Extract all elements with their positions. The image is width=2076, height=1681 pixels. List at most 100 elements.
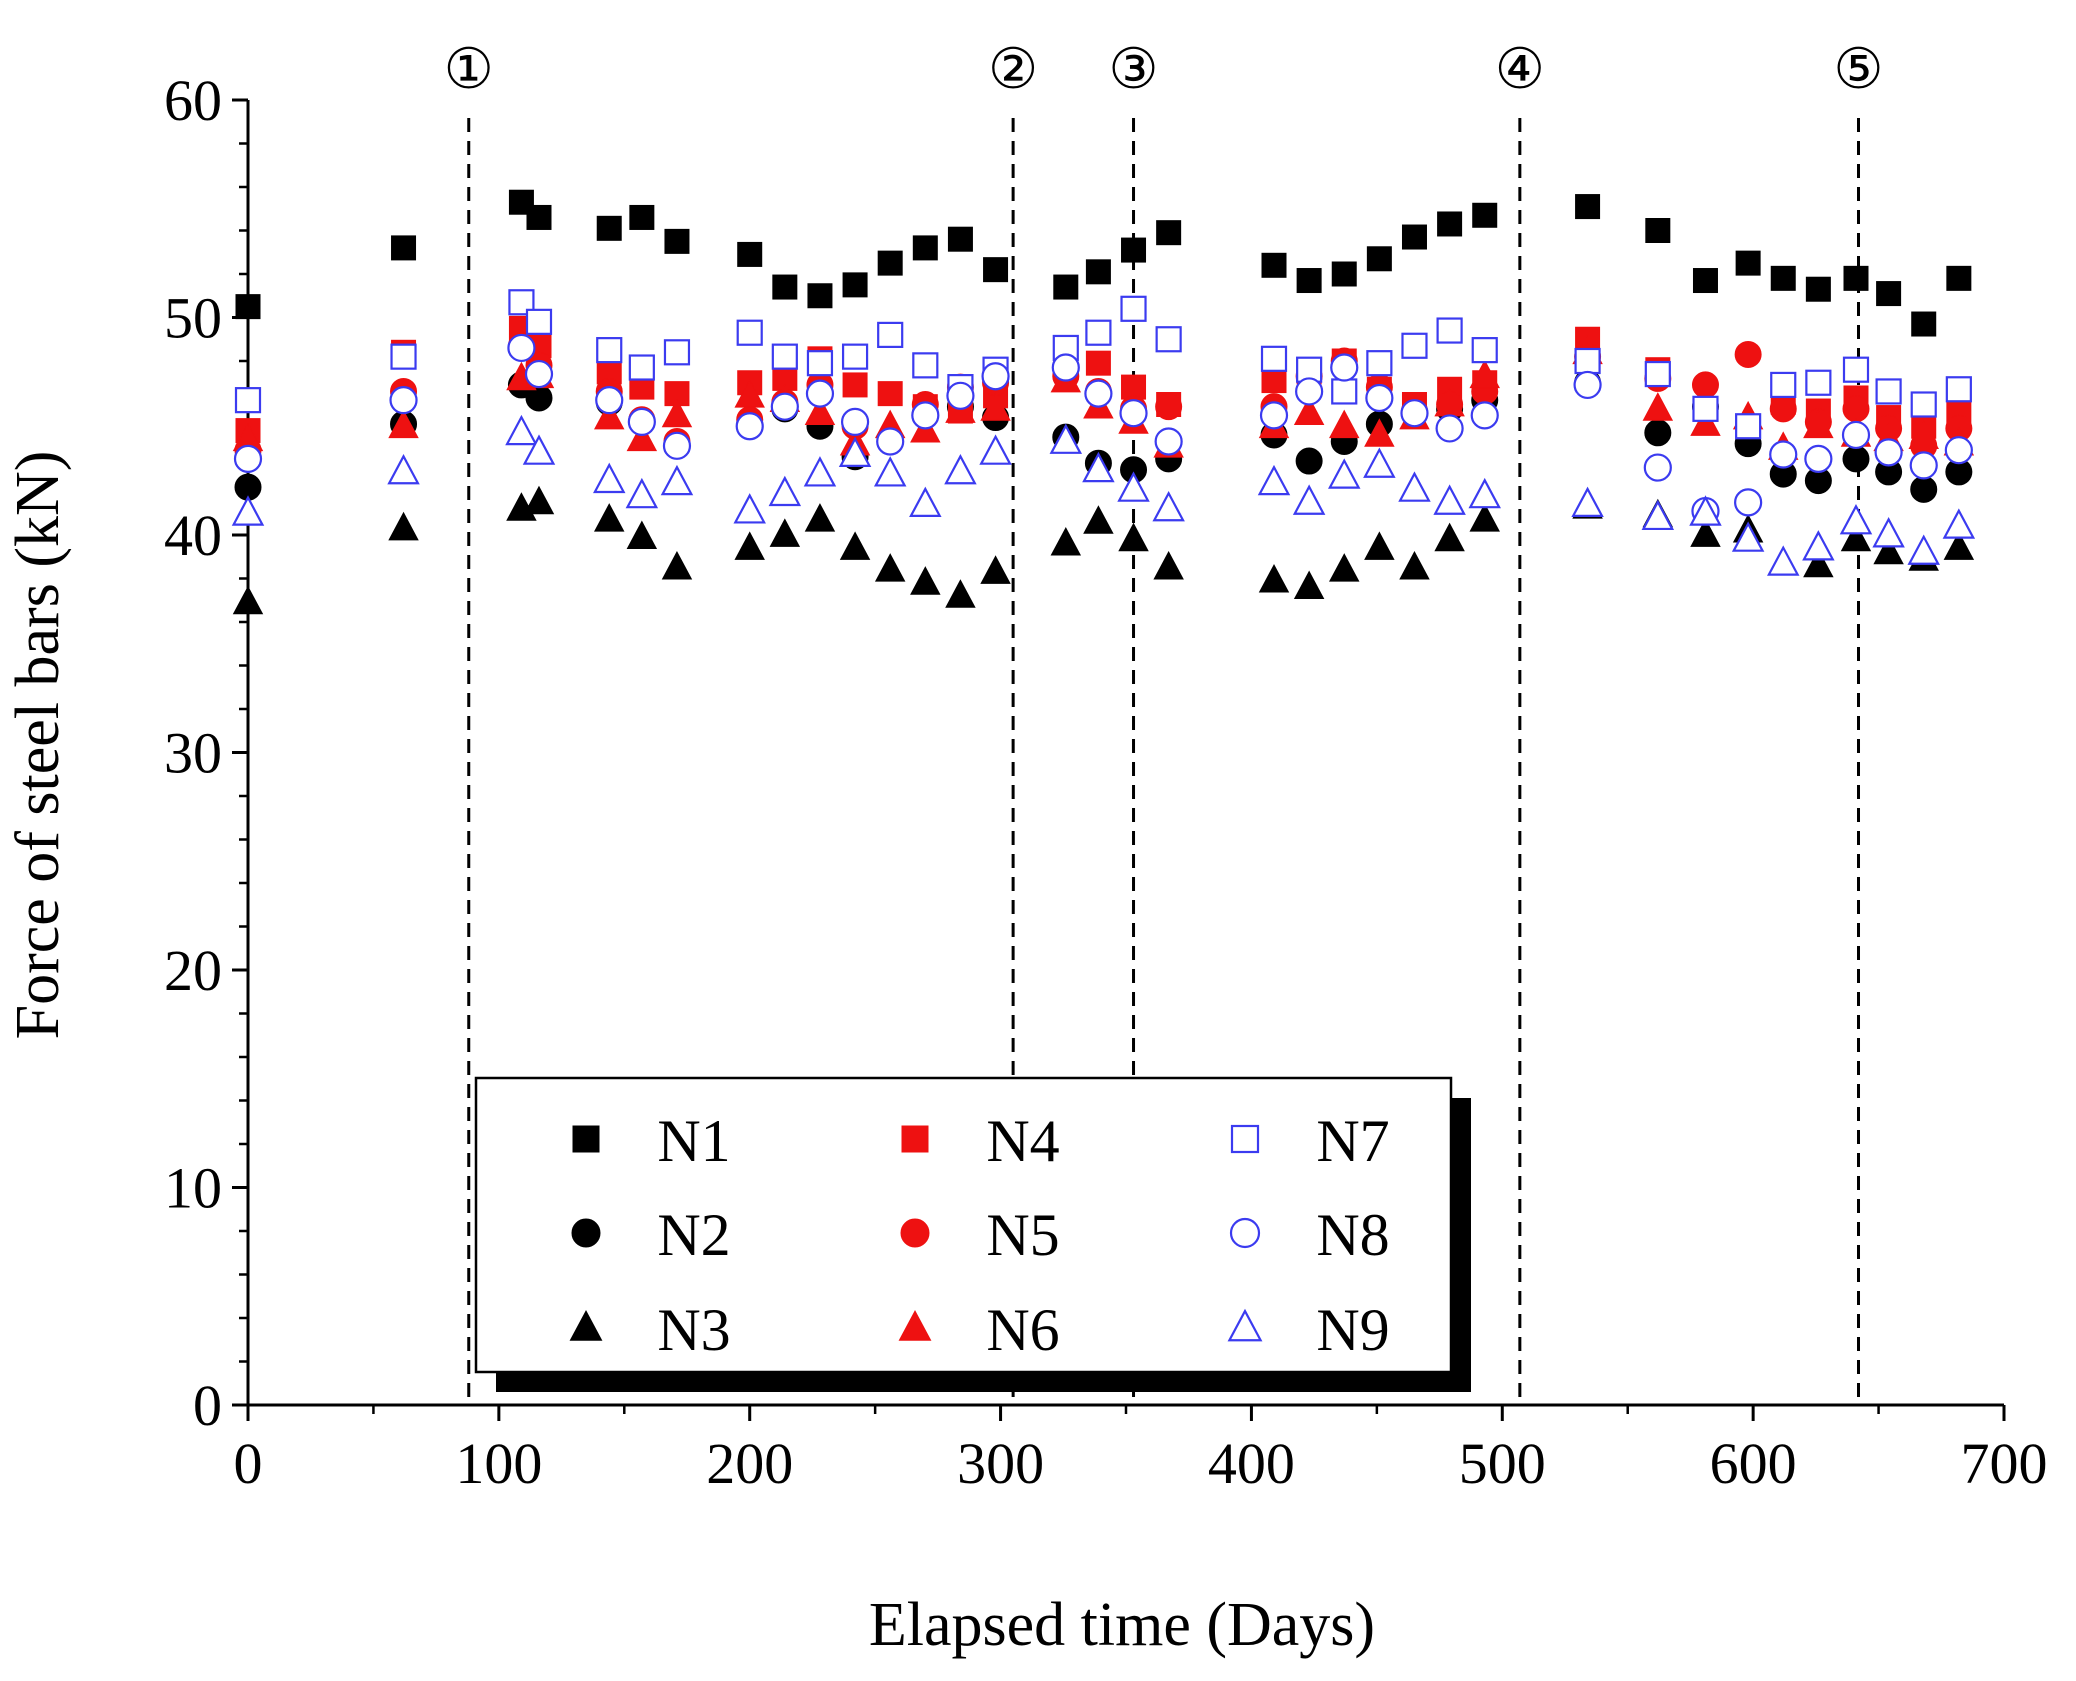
point-n1 xyxy=(1296,268,1322,294)
series-n9 xyxy=(231,414,1976,576)
axes: 0 100 200 300 400 500 600 700 0 10 20 30 40 50 60 xyxy=(164,68,2048,1496)
point-n8 xyxy=(1573,370,1602,400)
point-n9 xyxy=(838,436,872,467)
point-n7 xyxy=(1842,356,1870,383)
legend-label-n3: N3 xyxy=(657,1297,730,1363)
point-n1 xyxy=(737,241,763,267)
point-n1 xyxy=(807,283,833,309)
y-tick-label: 60 xyxy=(164,68,222,133)
x-tick-label: 100 xyxy=(455,1431,542,1496)
point-n8 xyxy=(1084,379,1113,408)
point-n6 xyxy=(734,379,765,408)
point-n8 xyxy=(1051,353,1080,382)
point-n3 xyxy=(839,531,871,560)
point-n8 xyxy=(1734,488,1763,517)
point-n7 xyxy=(1471,337,1498,364)
event-markers: ① ② ③ ④ ⑤ xyxy=(444,39,1884,1405)
point-n1 xyxy=(1876,281,1902,307)
point-n5 xyxy=(1842,395,1870,423)
point-n9 xyxy=(733,493,766,524)
point-n9 xyxy=(1082,451,1115,483)
point-n3 xyxy=(769,518,801,547)
point-n1 xyxy=(1770,265,1796,291)
point-n1 xyxy=(1843,265,1869,291)
legend-marker-n2 xyxy=(571,1218,601,1248)
point-n6 xyxy=(1364,418,1395,447)
y-tick-label: 30 xyxy=(164,721,222,786)
point-n7 xyxy=(1155,326,1182,353)
point-n3 xyxy=(1803,548,1834,578)
point-n8 xyxy=(1295,377,1324,406)
point-n3 xyxy=(945,579,976,608)
point-n1 xyxy=(1575,194,1601,220)
point-n1 xyxy=(983,257,1009,283)
point-n1 xyxy=(1472,202,1498,228)
point-n1 xyxy=(842,272,868,298)
point-n1 xyxy=(1437,211,1463,237)
x-axis-title: Elapsed time (Days) xyxy=(869,1591,1375,1659)
point-n3 xyxy=(1364,531,1395,560)
point-n3 xyxy=(1943,531,1975,560)
point-n9 xyxy=(1049,423,1083,454)
point-n8 xyxy=(1769,440,1798,469)
y-tick-label: 40 xyxy=(164,503,222,568)
x-tick-label: 500 xyxy=(1459,1431,1546,1496)
point-n3 xyxy=(734,531,765,560)
legend-marker-n6 xyxy=(898,1310,932,1341)
point-n1 xyxy=(526,204,552,230)
point-n9 xyxy=(505,414,538,446)
point-n7 xyxy=(663,339,691,366)
legend-marker-n4 xyxy=(901,1125,929,1153)
point-n8 xyxy=(911,401,940,430)
point-n1 xyxy=(629,204,655,230)
series-n7 xyxy=(234,289,1972,440)
point-n8 xyxy=(735,412,764,441)
point-n9 xyxy=(1292,484,1326,515)
point-n8 xyxy=(662,431,692,460)
point-n7 xyxy=(1260,345,1288,372)
x-tick-label: 300 xyxy=(957,1431,1044,1496)
point-n5 xyxy=(1155,393,1183,421)
point-n3 xyxy=(661,550,693,580)
point-n3 xyxy=(1083,505,1114,534)
point-n7 xyxy=(1735,413,1762,440)
x-tick-label: 0 xyxy=(234,1431,263,1496)
point-n8 xyxy=(1435,414,1464,443)
event-label-3: ③ xyxy=(1108,39,1158,101)
point-n7 xyxy=(1644,360,1671,388)
point-n9 xyxy=(1363,447,1396,478)
point-n6 xyxy=(1642,392,1674,421)
point-n1 xyxy=(1692,268,1718,294)
legend-marker-n8 xyxy=(1229,1217,1261,1249)
point-n9 xyxy=(1872,517,1905,548)
legend-label-n6: N6 xyxy=(986,1297,1059,1363)
point-n9 xyxy=(768,475,802,507)
point-n9 xyxy=(1433,484,1466,515)
point-n7 xyxy=(1436,317,1463,344)
point-n6 xyxy=(804,396,836,426)
point-n1 xyxy=(1331,261,1357,287)
point-n8 xyxy=(524,359,554,389)
point-n8 xyxy=(1154,427,1183,456)
point-n9 xyxy=(909,486,942,517)
point-n7 xyxy=(1401,332,1428,359)
point-n9 xyxy=(873,456,907,487)
point-n9 xyxy=(522,434,556,465)
point-n7 xyxy=(1085,319,1112,346)
point-n3 xyxy=(594,503,625,532)
event-label-5: ⑤ xyxy=(1833,39,1883,101)
point-n7 xyxy=(1120,295,1147,322)
point-n9 xyxy=(1641,499,1675,531)
point-n3 xyxy=(1050,527,1082,556)
x-tick-label: 700 xyxy=(1961,1431,2048,1496)
point-n1 xyxy=(1085,259,1111,285)
point-n3 xyxy=(626,520,658,550)
series-n1 xyxy=(235,189,1972,337)
point-n9 xyxy=(1257,464,1291,496)
point-n3 xyxy=(910,566,941,595)
point-n7 xyxy=(525,308,553,335)
point-n3 xyxy=(1690,518,1721,547)
point-n3 xyxy=(232,585,264,615)
point-n9 xyxy=(1468,477,1501,509)
point-n6 xyxy=(1329,409,1360,439)
